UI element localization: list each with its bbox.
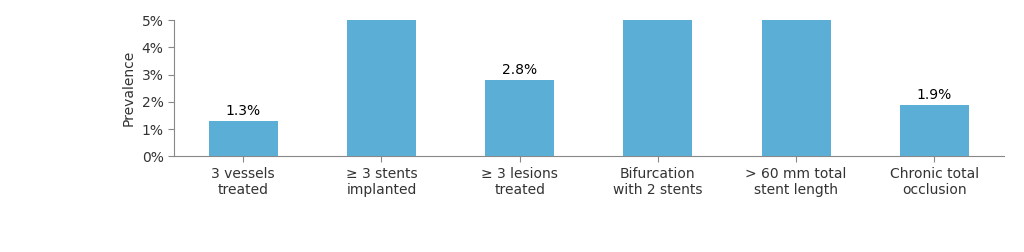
Text: 2.8%: 2.8%: [502, 63, 538, 77]
Bar: [209, 121, 278, 156]
Bar: [347, 0, 416, 156]
Bar: [624, 0, 692, 156]
Text: 1.9%: 1.9%: [916, 88, 952, 102]
Y-axis label: Prevalence: Prevalence: [122, 50, 136, 126]
Bar: [485, 80, 554, 156]
Bar: [900, 105, 969, 156]
Text: 1.3%: 1.3%: [225, 104, 261, 118]
Bar: [762, 0, 830, 156]
